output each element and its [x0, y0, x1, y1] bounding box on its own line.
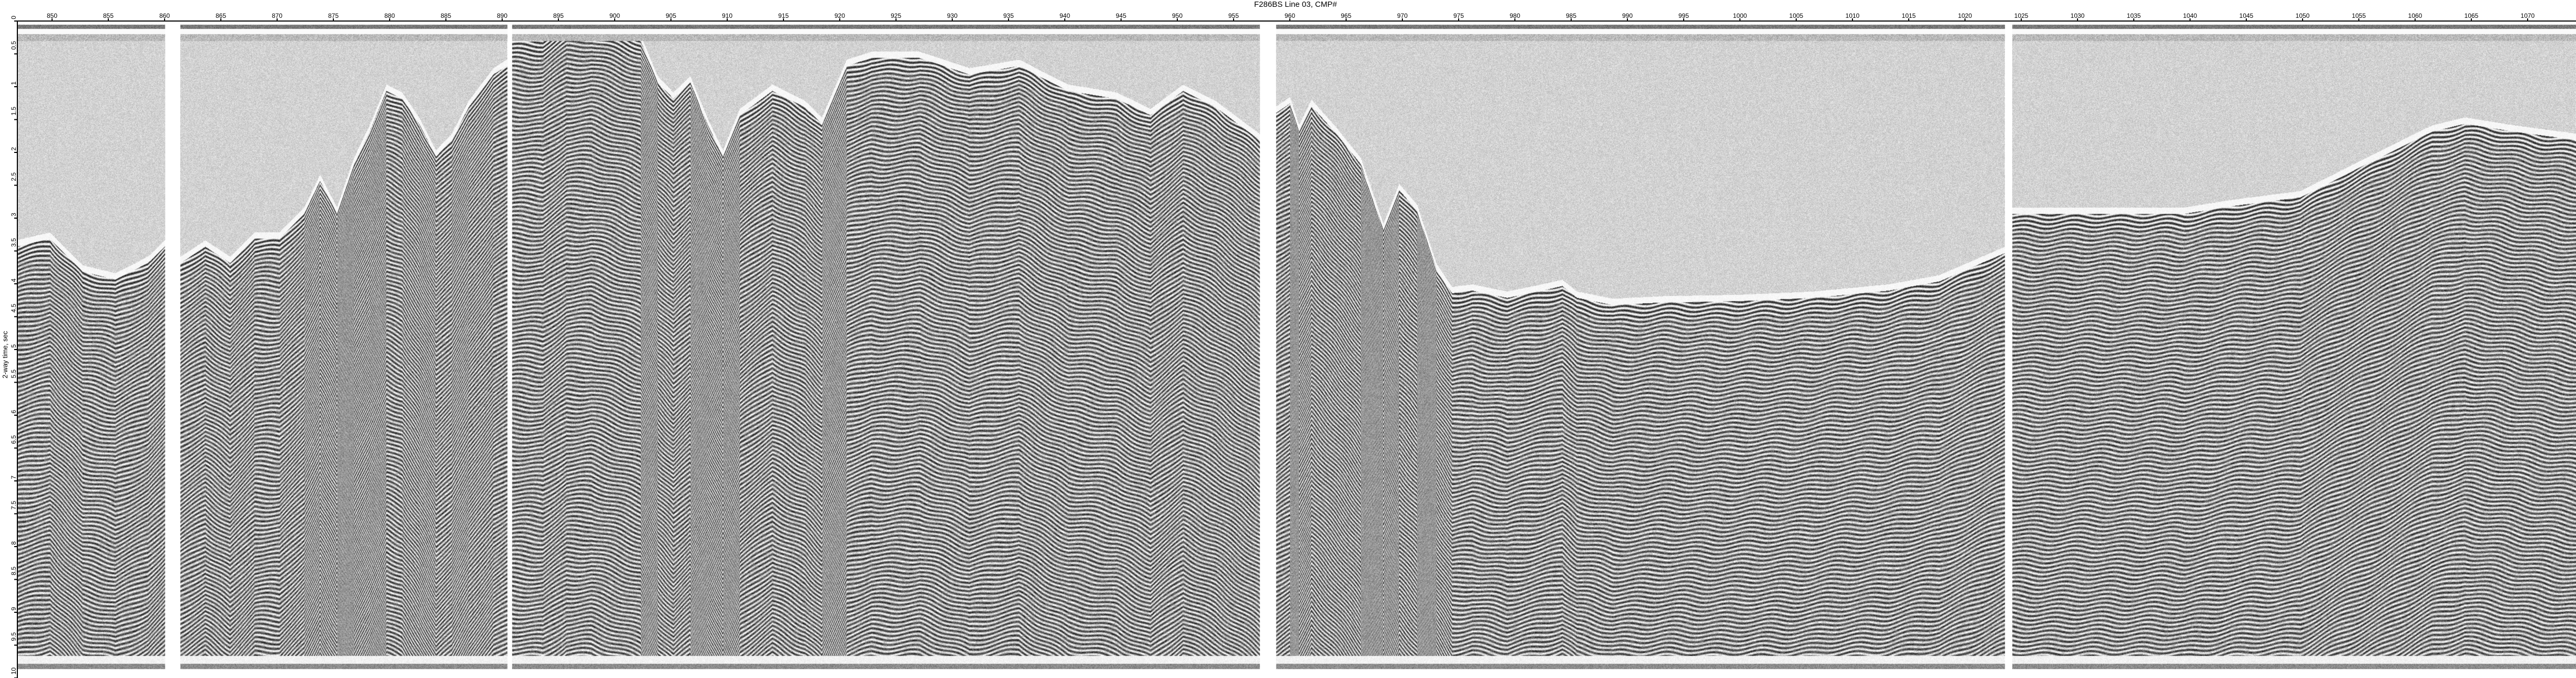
x-tick-label: 935: [1003, 12, 1014, 19]
x-tick-label: 900: [609, 12, 620, 19]
x-tick-label: 905: [665, 12, 677, 19]
y-tick-label: 0.5: [10, 40, 17, 50]
x-tick-label: 975: [1453, 12, 1464, 19]
y-tick-label: 1: [10, 81, 17, 85]
x-tick-label: 1040: [2183, 12, 2197, 19]
x-tick-label: 885: [440, 12, 452, 19]
x-tick-label: 1005: [1789, 12, 1804, 19]
x-tick-label: 1065: [2464, 12, 2479, 19]
x-tick-label: 1055: [2351, 12, 2366, 19]
x-tick-label: 1060: [2408, 12, 2422, 19]
x-tick-label: 1030: [2070, 12, 2085, 19]
y-tick-label: 6: [10, 409, 17, 414]
seafloor-reflector-panel-4: [1276, 103, 2004, 305]
x-tick-label: 890: [496, 12, 508, 19]
x-tick-label: 995: [1678, 12, 1689, 19]
x-tick-label: 1000: [1733, 12, 1747, 19]
y-tick-label: 10: [10, 667, 17, 675]
y-tick-label: 2.5: [10, 172, 17, 181]
y-tick-label: 1.5: [10, 106, 17, 116]
y-tick-label: 5.5: [10, 369, 17, 378]
x-tick-label: 925: [890, 12, 902, 19]
x-tick-label: 950: [1172, 12, 1183, 19]
x-tick-label: 955: [1228, 12, 1239, 19]
x-tick-label: 1045: [2239, 12, 2254, 19]
x-tick-label: 945: [1115, 12, 1127, 19]
x-tick-label: 960: [1284, 12, 1296, 19]
y-tick-label: 3: [10, 212, 17, 217]
x-tick-label: 980: [1509, 12, 1521, 19]
x-tick-label: 970: [1397, 12, 1408, 19]
y-tick-label: 7: [10, 475, 17, 479]
x-tick-label: 920: [834, 12, 846, 19]
seafloor-reflector-panel-3: [512, 25, 1259, 157]
x-tick-label: 855: [103, 12, 114, 19]
y-tick-label: 0: [10, 15, 17, 19]
x-tick-label: 870: [271, 12, 283, 19]
chart-title: F286BS Line 03, CMP#: [1254, 0, 1337, 9]
x-tick-label: 1035: [2126, 12, 2141, 19]
x-tick-label: 915: [778, 12, 789, 19]
x-tick-label: 985: [1565, 12, 1577, 19]
y-tick-label: 4: [10, 278, 17, 282]
x-tick-label: 880: [384, 12, 395, 19]
x-tick-label: 990: [1622, 12, 1633, 19]
y-axis-label: 2-way time, sec: [1, 331, 9, 378]
y-tick-label: 5: [10, 344, 17, 348]
seafloor-reflector-panel-5: [2012, 124, 2576, 213]
y-tick-label: 3.5: [10, 238, 17, 247]
x-tick-label: 1050: [2295, 12, 2310, 19]
x-tick-label: 910: [721, 12, 733, 19]
y-tick-label: 4.5: [10, 303, 17, 313]
x-tick-label: 1070: [2520, 12, 2535, 19]
x-tick-label: 1020: [1958, 12, 1972, 19]
x-tick-label: 860: [159, 12, 170, 19]
x-tick-label: 1025: [2014, 12, 2029, 19]
x-tick-label: 965: [1340, 12, 1352, 19]
x-tick-label: 850: [46, 12, 58, 19]
x-tick-label: 1015: [1901, 12, 1916, 19]
y-tick-label: 9: [10, 607, 17, 611]
x-tick-label: 930: [946, 12, 958, 19]
seafloor-reflector-panel-2: [180, 66, 507, 263]
x-tick-label: 940: [1059, 12, 1071, 19]
x-tick-label: 895: [553, 12, 564, 19]
y-tick-label: 8: [10, 541, 17, 545]
x-tick-label: 865: [215, 12, 227, 19]
x-tick-label: 875: [328, 12, 339, 19]
y-tick-label: 8.5: [10, 566, 17, 576]
seafloor-reflector-panel-1: [16, 239, 165, 280]
y-tick-label: 9.5: [10, 632, 17, 641]
x-tick-label: 1010: [1845, 12, 1860, 19]
y-tick-label: 2: [10, 147, 17, 151]
y-tick-label: 6.5: [10, 435, 17, 444]
y-tick-label: 7.5: [10, 500, 17, 510]
